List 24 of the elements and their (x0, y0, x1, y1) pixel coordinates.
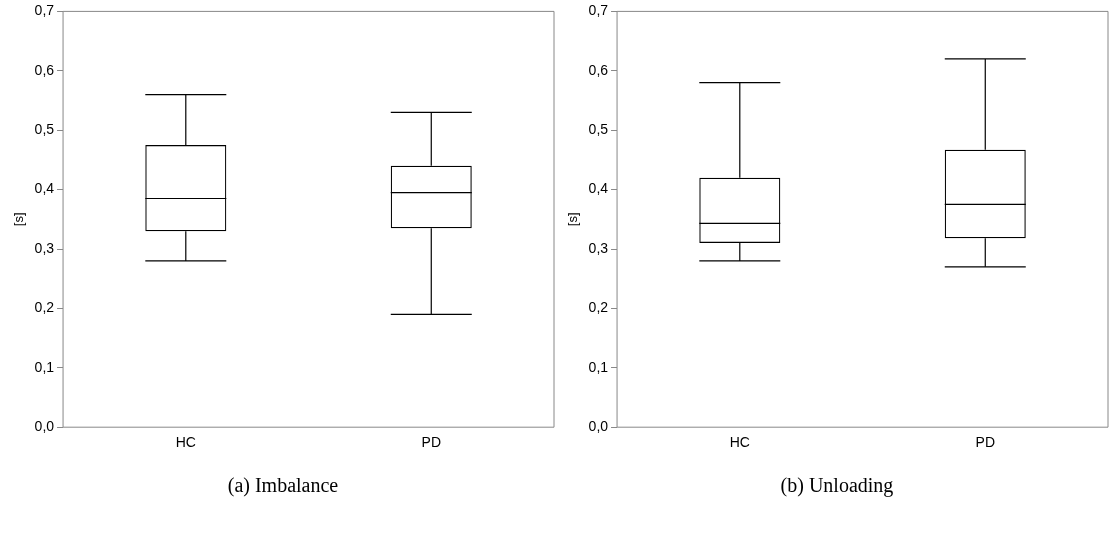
y-tick-label: 0,5 (588, 121, 609, 138)
y-tick-label: 0,6 (588, 61, 609, 78)
y-tick-label: 0,6 (34, 61, 55, 78)
y-tick-label: 0,1 (34, 358, 55, 375)
y-tick-label: 0,2 (588, 299, 609, 316)
x-tick-label: PD (975, 434, 995, 451)
y-tick-label: 0,2 (34, 299, 55, 316)
text: (a) Imbalance (227, 474, 339, 497)
y-tick-label: 0,4 (34, 180, 55, 197)
x-tick-label: PD (421, 434, 441, 451)
y-axis-title: [s] (11, 212, 27, 227)
y-tick-label: 0,5 (34, 121, 55, 138)
y-tick-label: 0,7 (34, 2, 55, 19)
text: (b) Unloading (780, 474, 894, 497)
y-tick-label: 0,7 (588, 2, 609, 19)
x-tick-label: HC (175, 434, 196, 451)
y-axis-title: [s] (565, 212, 581, 227)
y-tick-label: 0,4 (588, 180, 609, 197)
y-tick-label: 0,0 (34, 418, 55, 435)
y-tick-label: 0,3 (588, 239, 609, 256)
y-tick-label: 0,0 (588, 418, 609, 435)
x-tick-label: HC (729, 434, 750, 451)
y-tick-label: 0,1 (588, 358, 609, 375)
y-tick-label: 0,3 (34, 239, 55, 256)
